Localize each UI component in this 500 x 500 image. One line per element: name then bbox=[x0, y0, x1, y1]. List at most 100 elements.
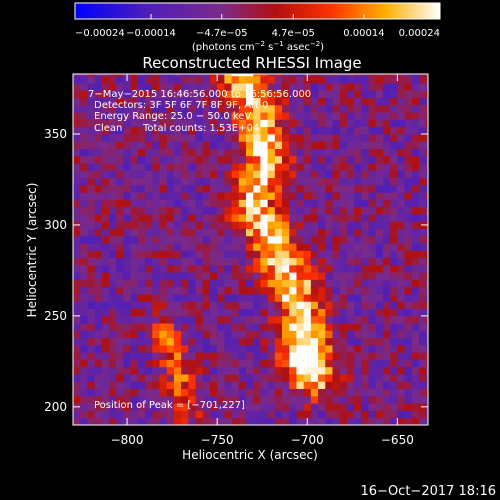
heatmap-cell bbox=[159, 294, 168, 302]
heatmap-cell bbox=[87, 214, 96, 222]
heatmap-cell bbox=[87, 206, 96, 215]
heatmap-cell bbox=[101, 90, 110, 99]
heatmap-cell bbox=[332, 163, 341, 171]
heatmap-cell bbox=[274, 214, 283, 222]
heatmap-cell bbox=[411, 235, 420, 244]
heatmap-cell bbox=[209, 286, 218, 295]
heatmap-cell bbox=[382, 148, 391, 157]
heatmap-cell bbox=[325, 221, 333, 229]
heatmap-cell bbox=[260, 250, 269, 259]
heatmap-cell bbox=[289, 148, 297, 157]
heatmap-cell bbox=[231, 264, 240, 273]
y-tick-label: 300 bbox=[44, 218, 67, 232]
heatmap-cell bbox=[152, 344, 160, 353]
heatmap-cell bbox=[332, 279, 341, 288]
heatmap-cell bbox=[217, 170, 225, 179]
heatmap-cell bbox=[73, 206, 81, 215]
heatmap-cell bbox=[173, 286, 182, 295]
heatmap-cell bbox=[267, 257, 276, 266]
heatmap-cell bbox=[418, 410, 427, 419]
heatmap-cell bbox=[310, 279, 319, 288]
colorbar-tick-label: −0.00014 bbox=[126, 28, 176, 39]
heatmap-cell bbox=[274, 177, 283, 186]
heatmap-cell bbox=[145, 83, 153, 91]
heatmap-cell bbox=[282, 257, 290, 266]
y-tick-label: 200 bbox=[44, 400, 67, 414]
heatmap-cell bbox=[296, 264, 305, 273]
heatmap-cell bbox=[310, 344, 319, 353]
heatmap-cell bbox=[209, 257, 218, 266]
heatmap-cell bbox=[282, 243, 290, 251]
heatmap-cell bbox=[80, 301, 88, 309]
heatmap-cell bbox=[426, 163, 428, 171]
heatmap-cell bbox=[159, 388, 168, 397]
heatmap-cell bbox=[267, 148, 276, 157]
heatmap-cell bbox=[166, 279, 175, 288]
heatmap-cell bbox=[303, 90, 312, 99]
heatmap-cell bbox=[238, 163, 247, 171]
heatmap-cell bbox=[382, 134, 391, 142]
heatmap-cell bbox=[231, 272, 240, 280]
heatmap-cell bbox=[382, 75, 391, 84]
heatmap-cell bbox=[195, 330, 204, 339]
heatmap-cell bbox=[339, 206, 348, 215]
heatmap-cell bbox=[390, 264, 398, 273]
heatmap-cell bbox=[166, 83, 175, 91]
heatmap-cell bbox=[404, 112, 413, 120]
heatmap-cell bbox=[260, 126, 269, 135]
heatmap-cell bbox=[188, 192, 196, 200]
heatmap-cell bbox=[166, 294, 175, 302]
heatmap-cell bbox=[390, 294, 398, 302]
heatmap-cell bbox=[390, 243, 398, 251]
heatmap-cell bbox=[123, 119, 132, 128]
heatmap-cell bbox=[101, 250, 110, 259]
heatmap-cell bbox=[325, 74, 333, 77]
heatmap-cell bbox=[346, 119, 355, 128]
heatmap-cell bbox=[267, 410, 276, 419]
heatmap-cell bbox=[404, 177, 413, 186]
heatmap-cell bbox=[109, 206, 117, 215]
heatmap-cell bbox=[310, 119, 319, 128]
heatmap-cell bbox=[116, 214, 124, 222]
heatmap-cell bbox=[87, 366, 96, 375]
heatmap-cell bbox=[404, 206, 413, 215]
heatmap-cell bbox=[303, 315, 312, 324]
heatmap-cell bbox=[231, 112, 240, 120]
heatmap-cell bbox=[325, 264, 333, 273]
heatmap-cell bbox=[397, 366, 405, 375]
heatmap-cell bbox=[116, 155, 124, 164]
heatmap-cell bbox=[368, 417, 377, 425]
heatmap-cell bbox=[231, 279, 240, 288]
heatmap-cell bbox=[195, 264, 204, 273]
heatmap-cell bbox=[418, 141, 427, 149]
heatmap-cell bbox=[325, 337, 333, 346]
heatmap-cell bbox=[361, 410, 369, 419]
heatmap-cell bbox=[209, 279, 218, 288]
heatmap-cell bbox=[224, 206, 232, 215]
heatmap-cell bbox=[87, 403, 96, 411]
heatmap-cell bbox=[404, 308, 413, 317]
heatmap-cell bbox=[238, 134, 247, 142]
heatmap-cell bbox=[368, 315, 377, 324]
heatmap-cell bbox=[224, 395, 232, 404]
heatmap-cell bbox=[152, 352, 160, 360]
heatmap-cell bbox=[238, 257, 247, 266]
heatmap-cell bbox=[166, 75, 175, 84]
heatmap-cell bbox=[94, 235, 103, 244]
heatmap-cell bbox=[130, 315, 139, 324]
heatmap-cell bbox=[260, 192, 269, 200]
heatmap-cell bbox=[404, 104, 413, 113]
heatmap-cell bbox=[159, 417, 168, 425]
heatmap-cell bbox=[159, 279, 168, 288]
heatmap-cell bbox=[116, 97, 124, 106]
heatmap-cell bbox=[390, 104, 398, 113]
heatmap-cell bbox=[202, 214, 211, 222]
heatmap-cell bbox=[209, 337, 218, 346]
heatmap-cell bbox=[318, 308, 326, 317]
heatmap-cell bbox=[224, 388, 232, 397]
heatmap-cell bbox=[332, 250, 341, 259]
heatmap-cell bbox=[159, 352, 168, 360]
heatmap-cell bbox=[339, 126, 348, 135]
heatmap-cell bbox=[87, 243, 96, 251]
heatmap-cell bbox=[397, 199, 405, 208]
